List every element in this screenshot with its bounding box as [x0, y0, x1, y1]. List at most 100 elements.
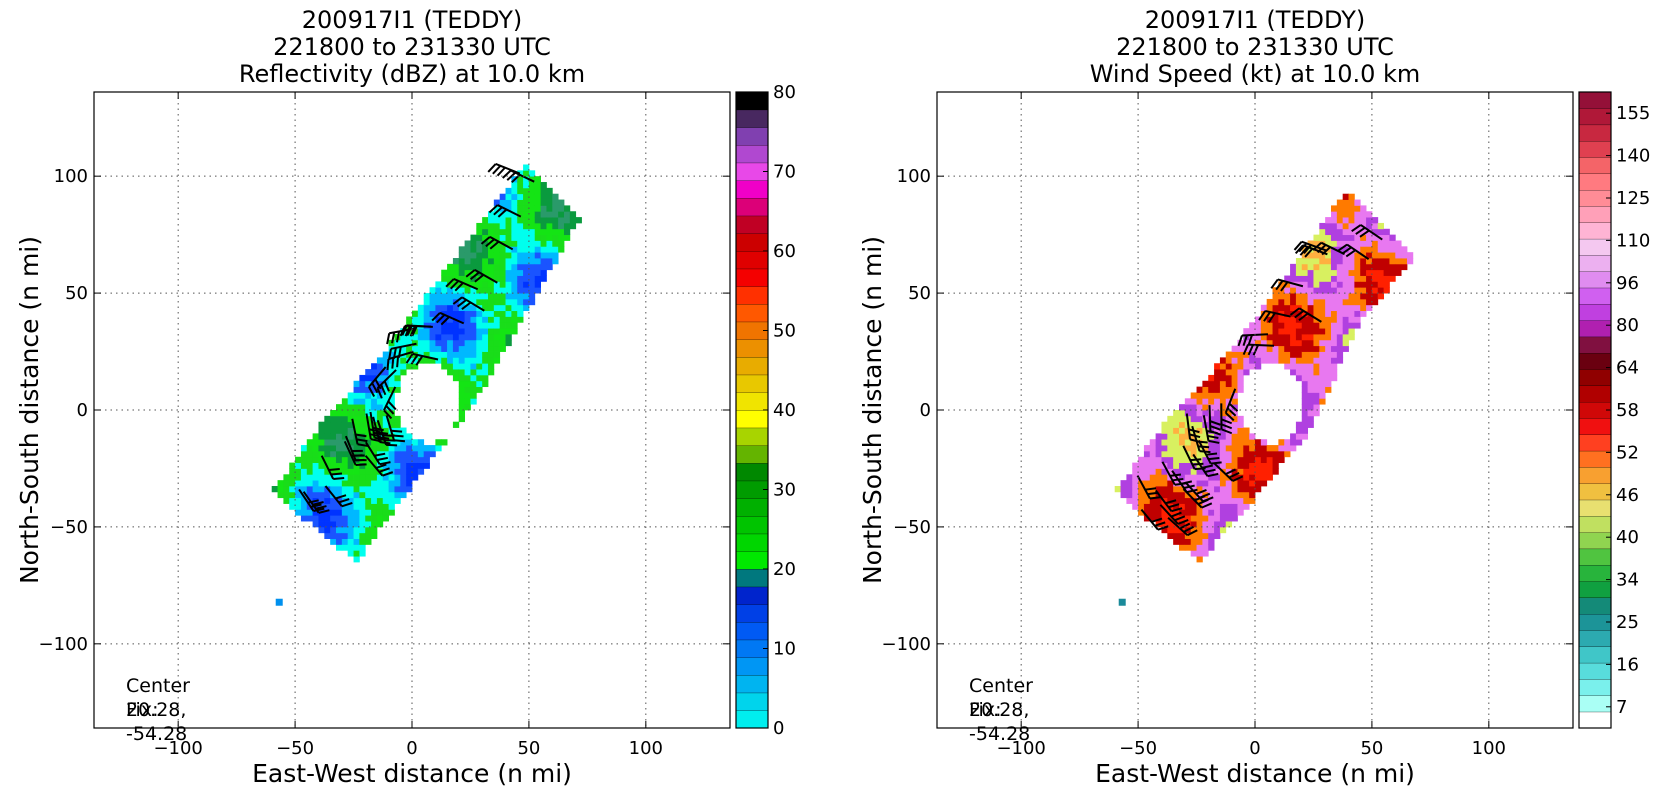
chart-title-line-3: Reflectivity (dBZ) at 10.0 km [238, 60, 586, 88]
y-tick-label: 50 [908, 283, 931, 304]
field-cell [499, 222, 506, 230]
colorbar-segment [1578, 466, 1612, 484]
field-cell [1307, 281, 1314, 288]
field-cell [476, 287, 483, 294]
field-cell [552, 240, 559, 247]
field-cell [1348, 205, 1355, 212]
field-cell [1179, 445, 1186, 452]
field-cell [1225, 363, 1233, 370]
field-cell [1167, 445, 1174, 452]
field-cell [336, 421, 343, 428]
field-cell [371, 497, 378, 504]
field-cell [487, 252, 495, 259]
field-cell [1260, 474, 1268, 481]
field-cell [523, 193, 530, 200]
field-cell [1336, 357, 1344, 364]
x-axis-title: East-West distance (n mi) [1095, 759, 1415, 787]
field-cell [1278, 298, 1285, 306]
field-cell [1377, 228, 1385, 236]
field-cell [1319, 351, 1326, 358]
field-cell [558, 199, 565, 206]
field-cell [1219, 369, 1227, 376]
field-cell [1225, 439, 1233, 446]
field-cell [1336, 310, 1344, 317]
field-cell [1243, 369, 1250, 376]
field-cell [1383, 275, 1390, 282]
field-cell [382, 392, 390, 399]
y-tick-label: −50 [893, 517, 931, 538]
field-cell [458, 386, 466, 393]
field-cell [1184, 544, 1192, 551]
field-cell [1237, 339, 1244, 347]
field-cell [1342, 199, 1349, 206]
field-cell [1219, 374, 1227, 382]
field-cell [376, 485, 384, 493]
field-cell [1354, 217, 1361, 224]
wind-barb [1294, 244, 1328, 258]
field-cell [1219, 515, 1227, 522]
field-cell [534, 205, 542, 212]
field-cell [1219, 439, 1227, 446]
field-cell [464, 316, 471, 323]
field-cell [447, 334, 454, 341]
field-cell [1284, 351, 1291, 358]
field-cell [1260, 328, 1268, 335]
field-cell [324, 445, 331, 452]
field-cell [1342, 345, 1349, 352]
field-cell [1342, 234, 1349, 241]
field-cell [353, 404, 360, 411]
field-cell [1325, 275, 1332, 282]
field-cell [289, 503, 296, 510]
field-cell [1325, 369, 1332, 376]
colorbar-segment [1578, 418, 1612, 435]
field-cell [458, 275, 466, 282]
colorbar-segment [735, 462, 769, 482]
field-cell [1179, 468, 1186, 475]
field-cell [540, 234, 547, 241]
field-cell [1255, 357, 1262, 364]
field-cell [1342, 275, 1349, 282]
field-cell [1330, 205, 1338, 212]
colorbar-segment [1578, 434, 1612, 452]
field-cell [1138, 491, 1145, 499]
field-cell [534, 269, 542, 276]
field-cell [1389, 252, 1396, 259]
field-cell [417, 445, 425, 452]
field-cell [523, 205, 530, 212]
field-cell [324, 526, 331, 534]
field-cell [493, 222, 501, 230]
field-cell [1325, 217, 1332, 224]
field-cell [394, 474, 401, 481]
field-cell [505, 246, 512, 253]
field-cell [447, 304, 454, 312]
field-cell [1313, 374, 1320, 382]
colorbar-segment [735, 445, 769, 464]
field-cell [528, 205, 536, 212]
field-cell [470, 392, 477, 399]
field-cell [528, 252, 536, 259]
field-cell [1190, 532, 1197, 540]
field-cell [505, 298, 512, 306]
field-cell [388, 497, 395, 504]
field-cell [1330, 293, 1338, 300]
field-cell [417, 456, 425, 464]
field-cell [447, 263, 454, 271]
field-cell [1208, 398, 1215, 405]
field-cell [1126, 485, 1133, 493]
field-cell [295, 474, 302, 481]
field-cell [1155, 433, 1162, 440]
field-cell [511, 287, 518, 294]
field-cell [417, 304, 425, 312]
field-cell [1255, 485, 1262, 493]
field-cell [1371, 240, 1379, 247]
field-cell [523, 240, 530, 247]
field-cell [1249, 474, 1256, 481]
field-cell [1336, 222, 1344, 230]
field-cell [382, 462, 390, 469]
field-cell [1377, 275, 1385, 282]
field-cell [1231, 421, 1238, 428]
field-cell [1249, 328, 1256, 335]
field-cell [452, 345, 460, 352]
field-cell [1231, 345, 1238, 352]
field-cell [1190, 415, 1197, 423]
